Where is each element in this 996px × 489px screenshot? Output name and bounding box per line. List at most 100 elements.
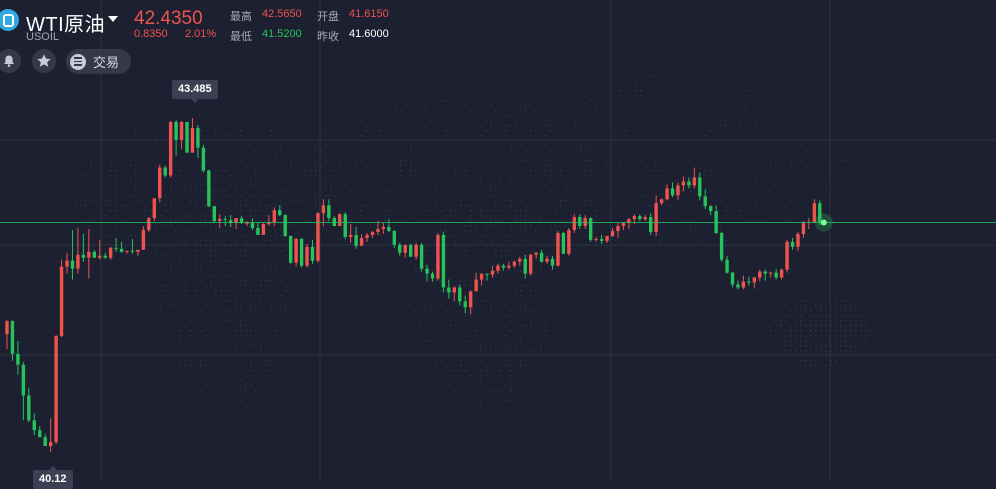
candle-body: [572, 217, 577, 230]
candle-8: [48, 418, 53, 452]
candle-body: [70, 260, 75, 269]
candle-body: [534, 252, 538, 255]
candle-3: [21, 361, 26, 421]
candle-body: [398, 244, 402, 253]
candle-body: [468, 291, 473, 308]
candle-body: [550, 258, 555, 266]
candle-134: [736, 280, 740, 290]
candle-body: [507, 265, 511, 268]
candle-89: [490, 265, 495, 278]
candle-54: [299, 237, 304, 268]
candle-95: [523, 254, 527, 279]
favorite-button[interactable]: [32, 49, 56, 73]
candle-105: [578, 214, 582, 230]
candle-12: [70, 229, 75, 280]
candle-body: [359, 237, 364, 246]
candle-body: [796, 233, 800, 247]
candle-60: [332, 216, 336, 227]
candle-body: [354, 234, 358, 246]
candle-body: [103, 255, 107, 258]
candle-40: [223, 216, 227, 227]
candle-46: [256, 222, 260, 235]
candle-body: [54, 336, 58, 443]
candle-body: [485, 273, 489, 275]
alert-button[interactable]: [0, 49, 21, 73]
candle-body: [758, 271, 762, 278]
candle-47: [261, 223, 266, 235]
candle-body: [452, 287, 457, 293]
candle-body: [185, 121, 189, 153]
candle-58: [321, 199, 326, 227]
candle-body: [294, 238, 298, 263]
candle-body: [621, 223, 626, 227]
candle-body: [201, 147, 206, 171]
candle-body: [501, 265, 506, 268]
candle-body: [256, 228, 260, 235]
candle-85: [468, 290, 473, 315]
candle-30: [168, 120, 173, 178]
candle-body: [365, 234, 369, 238]
candle-body: [174, 121, 178, 140]
quote-header: WTI原油 USOIL 42.4350 0.8350 2.01% 最高 42.5…: [0, 0, 996, 80]
candle-52: [288, 235, 293, 264]
candle-body: [158, 167, 162, 199]
candle-71: [392, 229, 397, 248]
menu-icon: [70, 53, 86, 70]
candle-body: [479, 273, 484, 280]
candle-104: [572, 214, 577, 233]
candle-16: [92, 249, 96, 258]
candle-body: [463, 301, 467, 308]
instrument-name[interactable]: WTI原油: [26, 14, 106, 36]
candle-73: [403, 244, 407, 258]
candle-88: [485, 273, 489, 281]
candle-body: [539, 252, 544, 262]
candle-49: [272, 207, 276, 227]
candle-body: [447, 287, 451, 293]
candle-body: [272, 210, 276, 223]
candle-body: [125, 250, 129, 252]
candle-20: [114, 237, 118, 252]
candle-body: [228, 220, 233, 224]
candle-body: [343, 214, 347, 237]
candle-76: [419, 242, 424, 272]
candle-body: [441, 234, 446, 288]
candle-24: [136, 249, 140, 256]
candle-body: [747, 281, 751, 283]
candle-body: [119, 248, 124, 252]
candle-90: [496, 263, 500, 274]
candle-body: [108, 247, 113, 258]
candle-15: [87, 229, 91, 279]
candle-body: [48, 442, 53, 447]
star-icon: [37, 54, 51, 67]
candle-body: [769, 272, 773, 274]
candle-57: [316, 212, 320, 263]
candle-142: [779, 268, 784, 280]
candle-50: [278, 205, 282, 217]
candle-body: [698, 177, 702, 197]
candle-body: [223, 219, 227, 221]
candle-116: [638, 214, 642, 222]
candle-body: [76, 254, 80, 269]
candle-body: [387, 227, 391, 231]
candle-19: [108, 246, 113, 260]
candle-102: [561, 231, 566, 254]
candle-69: [381, 223, 386, 234]
candle-130: [714, 205, 718, 234]
candle-148: [812, 199, 817, 224]
candle-body: [278, 210, 282, 216]
candle-body: [763, 271, 767, 274]
candle-body: [518, 258, 522, 262]
candle-7: [43, 434, 47, 447]
candle-body: [752, 277, 757, 283]
candle-body: [654, 203, 658, 232]
candle-127: [698, 172, 702, 201]
candle-body: [818, 203, 822, 223]
trade-button[interactable]: 交易: [66, 49, 131, 74]
candle-body: [196, 127, 200, 148]
candle-body: [665, 188, 669, 200]
candle-body: [310, 246, 315, 261]
candle-39: [218, 214, 222, 229]
chevron-down-icon[interactable]: [108, 16, 118, 22]
candle-80: [441, 231, 446, 293]
